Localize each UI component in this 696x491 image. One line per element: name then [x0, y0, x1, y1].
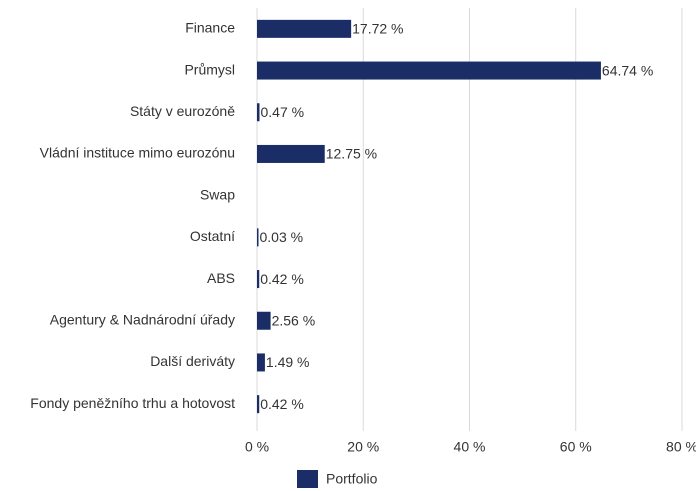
data-label: 2.56 %	[272, 312, 316, 328]
y-tick-label: Průmysl	[184, 61, 235, 77]
data-label: 0.42 %	[260, 396, 304, 412]
data-label: 0.47 %	[260, 104, 304, 120]
y-tick-label: Státy v eurozóně	[130, 103, 235, 119]
legend-swatch	[297, 470, 318, 488]
y-tick-label: Ostatní	[190, 228, 235, 244]
bar	[257, 103, 260, 122]
y-tick-label: Fondy peněžního trhu a hotovost	[30, 395, 235, 411]
y-tick-label: ABS	[207, 270, 235, 286]
bar	[257, 144, 325, 163]
data-label: 17.72 %	[352, 21, 403, 37]
x-tick-label: 80 %	[666, 439, 696, 455]
bar	[257, 395, 260, 414]
x-tick-label: 60 %	[560, 439, 592, 455]
data-label: 0.03 %	[260, 229, 304, 245]
y-tick-label: Swap	[200, 186, 235, 202]
x-tick-label: 40 %	[454, 439, 486, 455]
y-tick-label: Vládní instituce mimo eurozónu	[40, 145, 235, 161]
bar	[257, 353, 265, 372]
bar	[257, 228, 259, 247]
data-label: 64.74 %	[602, 62, 653, 78]
bar	[257, 61, 601, 80]
bar	[257, 19, 352, 38]
y-tick-label: Další deriváty	[150, 353, 235, 369]
y-tick-label: Finance	[185, 20, 235, 36]
y-tick-label: Agentury & Nadnárodní úřady	[50, 311, 235, 327]
bar	[257, 311, 271, 330]
data-label: 12.75 %	[326, 146, 377, 162]
bar	[257, 270, 260, 289]
legend-label: Portfolio	[326, 471, 378, 487]
data-label: 0.42 %	[260, 271, 304, 287]
x-tick-label: 20 %	[347, 439, 379, 455]
x-tick-label: 0 %	[245, 439, 269, 455]
data-label: 1.49 %	[266, 354, 310, 370]
